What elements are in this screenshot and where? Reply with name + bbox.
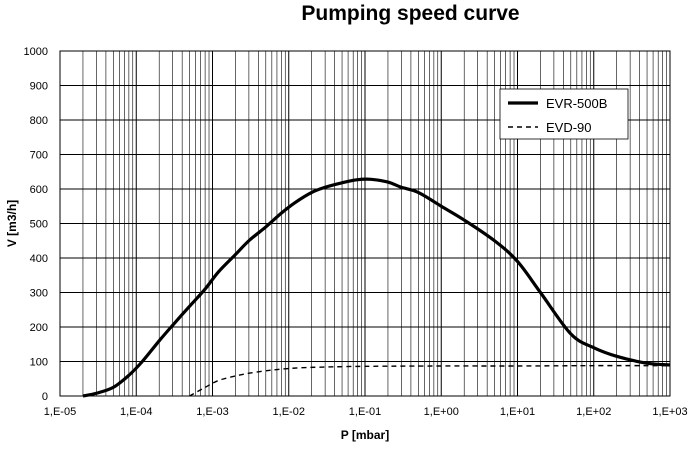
plot-frame [59,50,671,397]
y-tick-label: 800 [30,115,48,127]
legend-label: EVR-500B [546,96,607,111]
legend-box [499,88,629,140]
y-tick-labels: 0 100 200 300 400 500 600 700 800 900 1000 [24,46,48,403]
x-tick-label: 1,E-02 [273,406,305,418]
x-tick-label: 1,E-04 [120,406,152,418]
y-tick-label: 900 [30,81,48,93]
y-tick-label: 0 [42,391,48,403]
series-lines [82,177,671,398]
y-tick-label: 200 [30,322,48,334]
legend: EVR-500B EVD-90 [499,88,629,140]
series-line-evd-90 [189,364,671,397]
x-tick-labels: 1,E-05 1,E-04 1,E-03 1,E-02 1,E-01 1,E+00 1,E+… [44,406,688,418]
y-tick-label: 400 [30,253,48,265]
y-tick-label: 300 [30,288,48,300]
series-line-evr-500b [82,177,671,398]
y-axis-label: V [m3/h] [5,200,19,247]
x-tick-label: 1,E-05 [44,406,76,418]
y-tick-label: 100 [30,357,48,369]
x-tick-label: 1,E-03 [196,406,228,418]
x-axis-label: P [mbar] [341,428,389,442]
y-tick-label: 1000 [24,46,48,58]
legend-label: EVD-90 [546,120,592,135]
y-tick-label: 700 [30,150,48,162]
x-tick-label: 1,E+02 [576,406,611,418]
x-tick-label: 1,E+03 [652,406,687,418]
y-tick-label: 500 [30,219,48,231]
chart-title: Pumping speed curve [301,2,520,25]
x-tick-label: 1,E-01 [349,406,381,418]
x-tick-label: 1,E+01 [500,406,535,418]
x-tick-label: 1,E+00 [424,406,459,418]
y-tick-label: 600 [30,184,48,196]
